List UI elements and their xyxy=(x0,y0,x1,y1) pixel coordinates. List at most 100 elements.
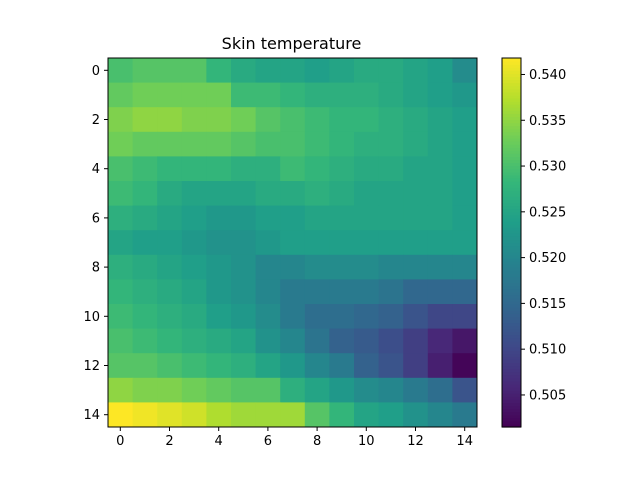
heatmap-cell xyxy=(329,205,355,231)
heatmap-cell xyxy=(255,353,281,379)
colorbar-tick-label: 0.530 xyxy=(529,160,566,175)
x-tick-label: 14 xyxy=(456,434,473,449)
heatmap-cell xyxy=(354,377,380,403)
heatmap-cell xyxy=(378,353,404,379)
heatmap-cell xyxy=(427,230,453,256)
colorbar-segment xyxy=(502,297,521,302)
heatmap-cell xyxy=(304,377,330,403)
heatmap-cell xyxy=(206,82,232,108)
heatmap-cell xyxy=(132,107,158,133)
heatmap-cell xyxy=(132,156,158,182)
heatmap-cell xyxy=(427,181,453,207)
colorbar-tick-label: 0.505 xyxy=(529,388,566,403)
colorbar-tick-label: 0.510 xyxy=(529,343,566,358)
x-axis: 0 2 4 6 8 10 12 14 xyxy=(116,427,473,449)
heatmap-cell xyxy=(329,254,355,280)
colorbar-segment xyxy=(502,159,521,164)
colorbar-segment xyxy=(502,224,521,228)
colorbar-frame xyxy=(501,57,522,428)
heatmap-cell xyxy=(452,131,478,157)
colorbar-segment xyxy=(502,304,521,308)
heatmap-cell xyxy=(181,82,207,108)
colorbar-segment xyxy=(502,227,521,231)
heatmap-cell xyxy=(108,353,134,379)
heatmap-cell xyxy=(378,205,404,231)
colorbar-segment xyxy=(502,190,521,194)
colorbar-tick-label: 0.525 xyxy=(529,205,566,220)
heatmap-cell xyxy=(304,181,330,207)
colorbar-segment xyxy=(502,107,521,111)
colorbar-segment xyxy=(502,334,521,339)
heatmap-cell xyxy=(206,279,232,305)
colorbar-segment xyxy=(502,377,521,382)
heatmap-cell xyxy=(181,279,207,305)
heatmap-cell xyxy=(403,156,429,182)
chart-title: Skin temperature xyxy=(222,34,362,53)
colorbar-segment xyxy=(502,325,521,330)
heatmap-cell xyxy=(231,353,257,379)
heatmap-cell xyxy=(403,402,429,428)
heatmap-cell xyxy=(354,328,380,354)
heatmap-cell xyxy=(108,230,134,256)
heatmap-cell xyxy=(427,304,453,330)
heatmap-cell xyxy=(378,402,404,428)
colorbar-segment xyxy=(502,245,521,250)
colorbar-segment xyxy=(502,168,521,173)
colorbar-segment xyxy=(502,368,521,373)
heatmap-cell xyxy=(403,82,429,108)
heatmap-cell xyxy=(181,131,207,157)
heatmap-cell xyxy=(329,181,355,207)
heatmap-cell xyxy=(231,131,257,157)
colorbar-segment xyxy=(502,276,521,280)
y-tick-label: 10 xyxy=(83,310,100,325)
heatmap-cell xyxy=(378,279,404,305)
heatmap-cell xyxy=(206,230,232,256)
heatmap-cell xyxy=(157,58,183,84)
heatmap-cell xyxy=(304,82,330,108)
heatmap-cell xyxy=(378,82,404,108)
colorbar-segment xyxy=(502,380,521,385)
heatmap-cell xyxy=(108,402,134,428)
heatmap-cell xyxy=(132,304,158,330)
colorbar-segment xyxy=(502,110,521,114)
heatmap-cell xyxy=(403,377,429,403)
heatmap-cell xyxy=(132,82,158,108)
y-tick-label: 2 xyxy=(92,113,100,128)
heatmap-cell xyxy=(255,205,281,231)
colorbar-segment xyxy=(502,282,521,287)
colorbar-segment xyxy=(502,162,521,167)
colorbar-segment xyxy=(502,251,521,256)
colorbar-segment xyxy=(502,202,521,207)
heatmap-cell xyxy=(304,328,330,354)
heatmap-cell xyxy=(452,58,478,84)
heatmap-cells xyxy=(108,58,478,428)
heatmap-cell xyxy=(181,205,207,231)
heatmap-cell xyxy=(157,377,183,403)
colorbar-segment xyxy=(502,417,521,422)
heatmap-cell xyxy=(280,304,306,330)
colorbar-segment xyxy=(502,387,521,391)
colorbar-segment xyxy=(502,214,521,219)
heatmap-cell xyxy=(132,353,158,379)
colorbar-segment xyxy=(502,116,521,121)
heatmap-cell xyxy=(255,156,281,182)
colorbar-segment xyxy=(502,347,521,351)
y-tick-label: 4 xyxy=(92,162,100,177)
heatmap-cell xyxy=(427,58,453,84)
heatmap-cell xyxy=(304,254,330,280)
heatmap-cell xyxy=(157,156,183,182)
colorbar-segment xyxy=(502,319,521,324)
colorbar-segment xyxy=(502,94,521,99)
colorbar-segment xyxy=(502,196,521,201)
heatmap-cell xyxy=(452,107,478,133)
colorbar-segment xyxy=(502,113,521,118)
colorbar-segment xyxy=(502,181,521,185)
colorbar-segment xyxy=(502,365,521,370)
colorbar-segment xyxy=(502,205,521,210)
colorbar-segment xyxy=(502,313,521,317)
heatmap-cell xyxy=(329,304,355,330)
heatmap-cell xyxy=(354,230,380,256)
colorbar-segment xyxy=(502,316,521,320)
heatmap-cell xyxy=(132,377,158,403)
heatmap-cell xyxy=(452,377,478,403)
